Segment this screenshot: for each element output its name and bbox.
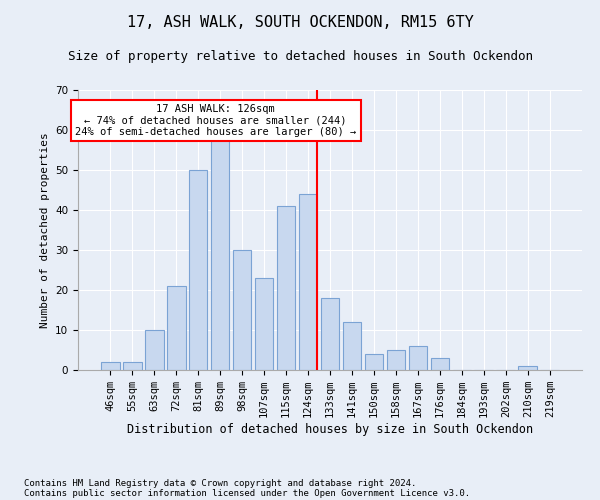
Bar: [167, 286, 185, 370]
Bar: [386, 350, 405, 370]
Text: Contains public sector information licensed under the Open Government Licence v3: Contains public sector information licen…: [24, 488, 470, 498]
Bar: [123, 362, 142, 370]
Text: Size of property relative to detached houses in South Ockendon: Size of property relative to detached ho…: [67, 50, 533, 63]
Bar: [343, 322, 361, 370]
Bar: [101, 362, 119, 370]
Bar: [409, 346, 427, 370]
Bar: [189, 170, 208, 370]
Bar: [255, 278, 274, 370]
Bar: [431, 358, 449, 370]
Text: 17 ASH WALK: 126sqm
← 74% of detached houses are smaller (244)
24% of semi-detac: 17 ASH WALK: 126sqm ← 74% of detached ho…: [75, 104, 356, 137]
Bar: [320, 298, 340, 370]
Bar: [299, 194, 317, 370]
Bar: [233, 250, 251, 370]
Bar: [211, 138, 229, 370]
Bar: [145, 330, 164, 370]
Bar: [365, 354, 383, 370]
Bar: [277, 206, 295, 370]
Y-axis label: Number of detached properties: Number of detached properties: [40, 132, 50, 328]
Text: 17, ASH WALK, SOUTH OCKENDON, RM15 6TY: 17, ASH WALK, SOUTH OCKENDON, RM15 6TY: [127, 15, 473, 30]
Bar: [518, 366, 537, 370]
X-axis label: Distribution of detached houses by size in South Ockendon: Distribution of detached houses by size …: [127, 423, 533, 436]
Text: Contains HM Land Registry data © Crown copyright and database right 2024.: Contains HM Land Registry data © Crown c…: [24, 478, 416, 488]
